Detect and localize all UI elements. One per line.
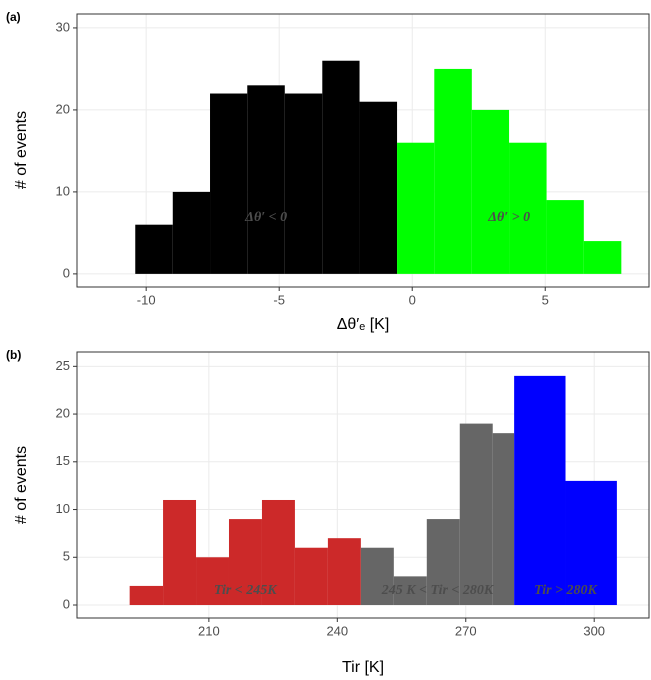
x-axis-title: Tir [K] xyxy=(342,659,384,676)
panel-label: (b) xyxy=(6,348,21,362)
y-tick-label: 30 xyxy=(56,19,70,34)
bar xyxy=(284,93,323,274)
y-tick-label: 15 xyxy=(56,453,70,468)
y-tick-label: 10 xyxy=(56,501,70,516)
x-tick-label: 210 xyxy=(198,623,220,638)
bar xyxy=(397,142,435,274)
bar xyxy=(172,191,211,274)
y-tick-label: 20 xyxy=(56,101,70,116)
bar xyxy=(247,85,285,274)
bar xyxy=(509,142,547,274)
bar xyxy=(359,101,398,274)
bar xyxy=(565,480,617,606)
y-tick-label: 0 xyxy=(63,265,70,280)
bar xyxy=(294,547,328,606)
x-tick-label: 0 xyxy=(409,292,416,307)
bar xyxy=(261,499,295,606)
x-tick-label: -10 xyxy=(137,292,156,307)
y-tick-label: 0 xyxy=(63,596,70,611)
bar xyxy=(322,60,360,274)
annotation: 245 K < Tir < 280K xyxy=(381,583,495,598)
x-tick-label: 300 xyxy=(583,623,605,638)
y-tick-label: 25 xyxy=(56,358,70,373)
bar xyxy=(459,423,493,606)
x-tick-label: 5 xyxy=(542,292,549,307)
bar xyxy=(228,519,262,606)
bar xyxy=(129,585,164,606)
x-tick-label: -5 xyxy=(273,292,285,307)
bar xyxy=(327,538,361,606)
panel-border xyxy=(76,13,650,288)
annotation: Tir < 245K xyxy=(214,583,278,598)
bar xyxy=(434,68,472,274)
y-tick-label: 20 xyxy=(56,405,70,420)
bar xyxy=(546,200,584,274)
annotation: Tir > 280K xyxy=(534,583,598,598)
annotation: Δθ′ < 0 xyxy=(244,210,287,225)
y-tick-label: 5 xyxy=(63,549,70,564)
x-axis-title: Δθ′ₑ [K] xyxy=(337,316,390,333)
bar xyxy=(492,433,515,606)
y-tick-label: 10 xyxy=(56,183,70,198)
bar xyxy=(196,557,229,606)
bar xyxy=(514,375,566,606)
panel-border xyxy=(76,351,650,619)
bar xyxy=(583,241,622,274)
y-axis-title: # of events xyxy=(13,111,30,189)
bar xyxy=(360,547,394,606)
bar xyxy=(210,93,248,274)
bar xyxy=(393,576,427,606)
bar xyxy=(426,519,460,606)
x-tick-label: 240 xyxy=(326,623,348,638)
bar xyxy=(471,109,510,274)
y-axis-title: # of events xyxy=(13,446,30,524)
panel-label: (a) xyxy=(6,10,21,24)
x-tick-label: 270 xyxy=(455,623,477,638)
bar xyxy=(163,499,197,606)
annotation: Δθ′ > 0 xyxy=(487,210,530,225)
bar xyxy=(135,224,173,274)
